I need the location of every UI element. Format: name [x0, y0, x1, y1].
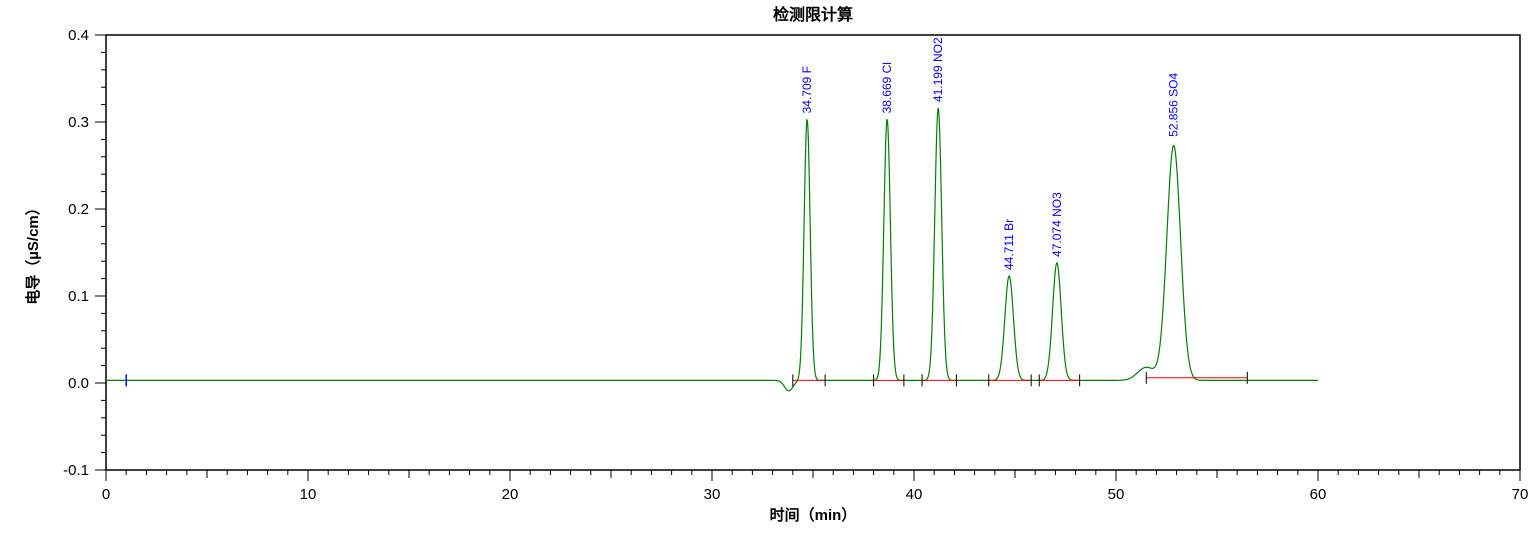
- x-tick-label: 40: [906, 486, 923, 503]
- x-tick-label: 20: [502, 486, 519, 503]
- x-tick-label: 60: [1310, 486, 1327, 503]
- y-tick-label: 0.2: [68, 201, 89, 218]
- y-axis-label: 电导（µS/cm）: [24, 200, 42, 305]
- peak-label: 52.856 SO4: [1167, 73, 1181, 137]
- chromatogram-chart: 检测限计算 0 10 20 30 40 50 60 70 时间（min） -0.1 0.0 0.1 0.2…: [0, 0, 1533, 546]
- chart-title: 检测限计算: [773, 5, 853, 24]
- x-tick-label: 0: [102, 486, 110, 503]
- peak-label: 38.669 Cl: [880, 62, 894, 113]
- y-tick-label: 0.4: [68, 27, 89, 44]
- y-tick-label: 0.1: [68, 288, 89, 305]
- x-tick-label: 10: [300, 486, 317, 503]
- chromatogram-trace: [106, 108, 1318, 391]
- peak-label: 47.074 NO3: [1050, 192, 1064, 257]
- y-tick-label: 0.3: [68, 114, 89, 131]
- x-axis-label: 时间（min）: [770, 506, 857, 524]
- peak-label: 34.709 F: [800, 66, 814, 113]
- peak-label: 41.199 NO2: [931, 37, 945, 102]
- x-tick-label: 50: [1108, 486, 1125, 503]
- x-tick-label: 30: [704, 486, 721, 503]
- y-tick-label: 0.0: [68, 375, 89, 392]
- chart-svg: 检测限计算 0 10 20 30 40 50 60 70 时间（min） -0.1 0.0 0.1 0.2…: [0, 0, 1533, 546]
- x-tick-label: 70: [1512, 486, 1529, 503]
- y-tick-label: -0.1: [63, 462, 89, 479]
- peak-label: 44.711 Br: [1002, 219, 1016, 270]
